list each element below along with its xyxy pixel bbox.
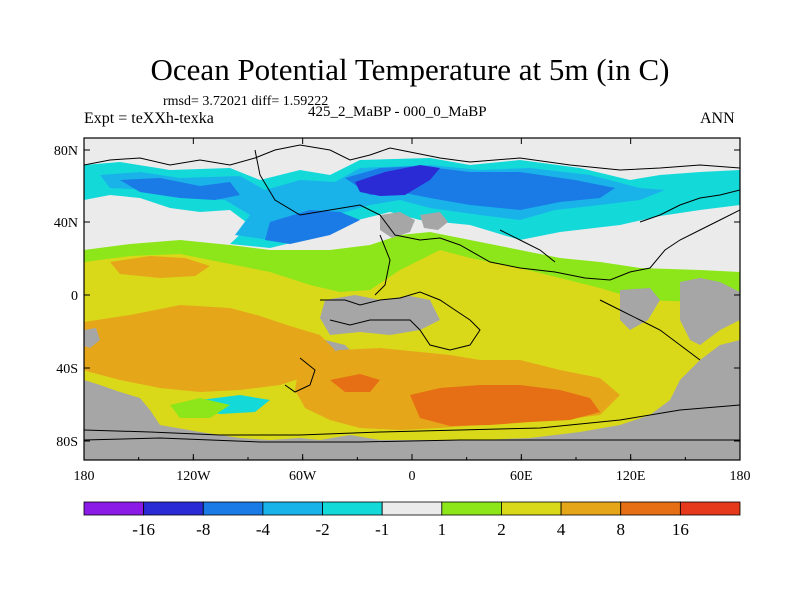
missing-patch-west — [84, 328, 100, 348]
missing-patch-east-1 — [620, 288, 660, 330]
pacific-mid-cold — [265, 210, 360, 244]
antarctic-missing — [84, 340, 740, 460]
lat-tick-label: 40S — [56, 362, 78, 377]
legend-label: -1 — [375, 520, 389, 539]
lon-tick-label: 60W — [289, 469, 317, 484]
legend-swatch — [143, 501, 204, 516]
subtitle: 425_2_MaBP - 000_0_MaBP — [308, 104, 487, 120]
lat-tick-label: 0 — [71, 289, 78, 304]
color-legend: -16 -8 -4 -2 -1 1 2 4 8 16 — [83, 501, 741, 539]
legend-label: -4 — [256, 520, 271, 539]
legend-swatch — [83, 501, 145, 516]
legend-label: -8 — [196, 520, 210, 539]
legend-swatch — [679, 501, 741, 516]
temperature-field — [84, 138, 740, 460]
legend-swatch — [560, 501, 622, 516]
north-pacific-cold — [120, 178, 240, 200]
legend-swatch — [381, 501, 443, 516]
lon-tick-label: 0 — [409, 469, 416, 484]
legend-swatch — [620, 501, 681, 516]
lon-tick-label: 60E — [510, 469, 533, 484]
legend-swatch — [322, 501, 383, 516]
season-label: ANN — [700, 110, 735, 127]
lat-tick-label: 40N — [54, 216, 78, 231]
missing-patch-atlantic — [320, 295, 440, 335]
legend-swatch — [441, 501, 502, 516]
lat-tick-label: 80S — [56, 435, 78, 450]
legend-label: 8 — [616, 520, 625, 539]
legend-swatch — [501, 501, 562, 516]
missing-patch-north-2 — [420, 212, 448, 230]
lon-tick-label: 180 — [74, 469, 95, 484]
south-cold-pocket-2 — [170, 398, 230, 418]
legend-label: -2 — [315, 520, 329, 539]
indian-warm-red — [410, 385, 600, 426]
legend-label: 4 — [557, 520, 566, 539]
experiment-label: Expt = teXXh-texka — [84, 110, 214, 127]
lat-tick-label: 80N — [54, 144, 78, 159]
south-pacific-warm — [84, 305, 335, 392]
legend-label: 2 — [497, 520, 506, 539]
missing-patch-north — [380, 212, 415, 238]
map-axes: 180 120W 60W 0 60E 120E 180 80N 40N 0 40S 80S — [54, 138, 751, 484]
lon-tick-label: 120E — [616, 469, 646, 484]
lon-tick-label: 180 — [730, 469, 751, 484]
south-warm-red — [330, 374, 380, 392]
lon-tick-label: 120W — [176, 469, 211, 484]
legend-swatch — [202, 501, 264, 516]
legend-label: 16 — [672, 520, 689, 539]
north-atlantic-core — [355, 165, 440, 196]
coastlines — [84, 144, 740, 443]
legend-label: 1 — [438, 520, 447, 539]
legend-swatch — [262, 501, 323, 516]
legend-label: -16 — [132, 520, 155, 539]
missing-patch-east-2 — [680, 278, 740, 345]
stats-label: rmsd= 3.72021 diff= 1.59222 — [163, 94, 329, 109]
north-pacific-warm — [110, 256, 210, 278]
page-title: Ocean Potential Temperature at 5m (in C) — [150, 52, 670, 87]
